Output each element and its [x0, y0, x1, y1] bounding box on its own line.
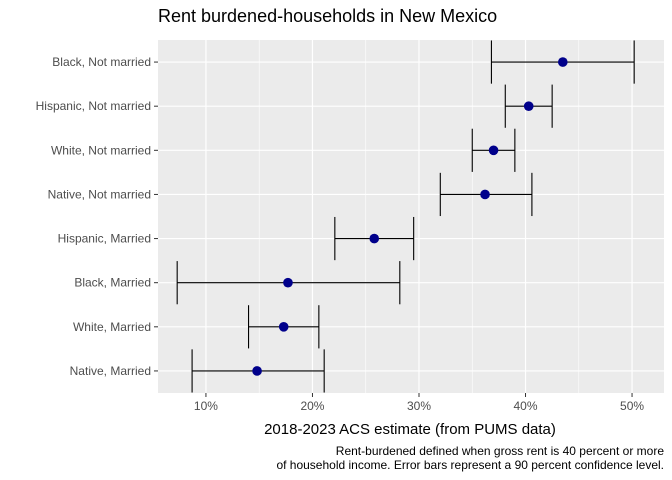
chart-title: Rent burdened-households in New Mexico [158, 6, 497, 26]
x-tick-label: 50% [620, 399, 644, 413]
y-tick-label: Native, Married [70, 364, 151, 378]
x-tick-label: 30% [407, 399, 431, 413]
y-tick-label: Black, Married [74, 276, 151, 290]
estimate-point [283, 277, 293, 288]
y-tick-label: White, Not married [51, 143, 151, 157]
y-tick-label: White, Married [73, 320, 151, 334]
x-axis-label: 2018-2023 ACS estimate (from PUMS data) [264, 421, 556, 438]
y-axis: Black, Not married Hispanic, Not married W… [36, 55, 158, 378]
estimate-points [252, 57, 568, 376]
estimate-point [523, 101, 534, 111]
y-tick-label: Black, Not married [52, 55, 151, 69]
estimate-point [369, 233, 380, 244]
y-tick-label: Hispanic, Married [58, 232, 151, 246]
grid-minor [258, 40, 580, 393]
caption-line-2: of household income. Error bars represen… [276, 458, 664, 472]
y-tick-label: Native, Not married [48, 187, 151, 201]
x-tick-label: 20% [300, 399, 324, 413]
estimate-point [558, 57, 568, 67]
caption-line-1: Rent-burdened defined when gross rent is… [336, 444, 665, 458]
estimate-point [488, 145, 499, 156]
estimate-point [252, 366, 262, 376]
y-tick-label: Hispanic, Not married [36, 99, 151, 113]
estimate-point [480, 189, 490, 200]
estimate-point [278, 322, 289, 332]
x-tick-label: 10% [194, 399, 218, 413]
plot-panel [158, 40, 664, 393]
x-tick-label: 40% [514, 399, 538, 413]
x-axis: 10% 20% 30% 40% 50% [194, 393, 644, 413]
